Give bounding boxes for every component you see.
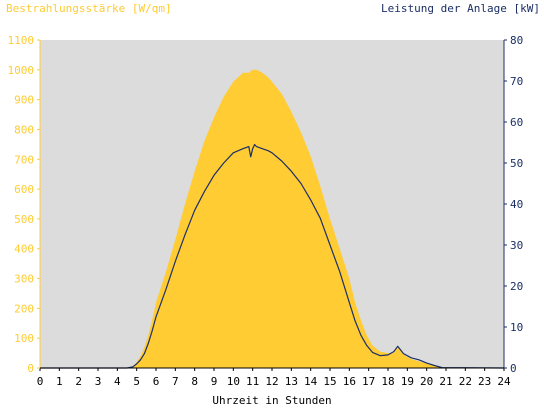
x-tick-label: 8 [191, 375, 198, 388]
left-tick-label: 1000 [8, 64, 35, 77]
left-tick-label: 300 [14, 273, 34, 286]
right-tick-label: 70 [510, 75, 523, 88]
x-tick-label: 2 [75, 375, 82, 388]
x-tick-label: 21 [439, 375, 452, 388]
x-tick-label: 0 [37, 375, 44, 388]
x-tick-label: 15 [323, 375, 336, 388]
x-tick-label: 1 [56, 375, 63, 388]
right-axis-title: Leistung der Anlage [kW] [381, 2, 540, 15]
x-tick-label: 18 [381, 375, 394, 388]
right-tick-label: 10 [510, 321, 523, 334]
x-tick-label: 24 [497, 375, 511, 388]
x-tick-label: 12 [265, 375, 278, 388]
right-tick-label: 50 [510, 157, 523, 170]
left-tick-label: 500 [14, 213, 34, 226]
right-tick-label: 20 [510, 280, 523, 293]
power-line [40, 143, 505, 369]
x-tick-label: 10 [227, 375, 240, 388]
left-tick-label: 200 [14, 302, 34, 315]
left-axis-title: Bestrahlungsstärke [W/qm] [6, 2, 172, 15]
right-tick-label: 60 [510, 116, 523, 129]
x-tick-label: 3 [95, 375, 102, 388]
x-tick-label: 16 [343, 375, 356, 388]
irradiance-area [40, 69, 504, 369]
left-tick-label: 600 [14, 183, 34, 196]
x-tick-label: 14 [304, 375, 318, 388]
right-tick-label: 80 [510, 34, 523, 47]
left-tick-label: 400 [14, 243, 34, 256]
x-tick-label: 20 [420, 375, 433, 388]
x-tick-label: 17 [362, 375, 375, 388]
x-tick-label: 11 [246, 375, 259, 388]
left-tick-label: 900 [14, 94, 34, 107]
left-tick-label: 100 [14, 332, 34, 345]
x-tick-label: 6 [153, 375, 160, 388]
right-tick-label: 0 [510, 362, 517, 375]
right-tick-label: 30 [510, 239, 523, 252]
left-tick-label: 0 [27, 362, 34, 375]
x-tick-label: 13 [285, 375, 298, 388]
x-tick-label: 5 [133, 375, 140, 388]
x-tick-label: 23 [478, 375, 491, 388]
x-tick-label: 7 [172, 375, 179, 388]
x-tick-label: 9 [211, 375, 218, 388]
right-tick-label: 40 [510, 198, 523, 211]
left-tick-label: 700 [14, 153, 34, 166]
x-axis-label: Uhrzeit in Stunden [212, 394, 331, 407]
x-tick-label: 19 [401, 375, 414, 388]
left-tick-label: 1100 [8, 34, 35, 47]
x-tick-label: 4 [114, 375, 121, 388]
x-tick-label: 22 [459, 375, 472, 388]
left-tick-label: 800 [14, 123, 34, 136]
